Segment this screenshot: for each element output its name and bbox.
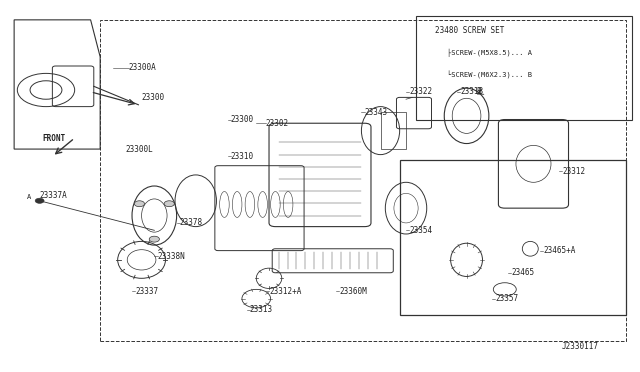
Text: 23360M: 23360M xyxy=(339,287,367,296)
Text: 23354: 23354 xyxy=(409,226,433,235)
Bar xyxy=(415,16,632,119)
Text: 23318: 23318 xyxy=(460,87,483,96)
Text: 23480 SCREW SET: 23480 SCREW SET xyxy=(435,26,504,35)
Text: 23313: 23313 xyxy=(250,305,273,314)
Circle shape xyxy=(149,236,159,242)
Text: FRONT: FRONT xyxy=(43,134,66,142)
Text: 23322: 23322 xyxy=(409,87,433,96)
Bar xyxy=(100,20,626,341)
Text: J2330117: J2330117 xyxy=(562,342,599,351)
Circle shape xyxy=(134,201,145,207)
Text: 23357: 23357 xyxy=(495,294,518,303)
Text: B: B xyxy=(476,87,481,96)
Text: 23300: 23300 xyxy=(231,115,254,124)
Text: 23302: 23302 xyxy=(266,119,289,128)
Bar xyxy=(381,112,406,149)
Text: 23337: 23337 xyxy=(135,287,158,296)
Text: 23378: 23378 xyxy=(180,218,203,227)
Text: 23465: 23465 xyxy=(511,268,534,277)
Text: 23343: 23343 xyxy=(365,108,388,117)
Text: 23300L: 23300L xyxy=(125,145,154,154)
Text: ├SCREW-(M5X8.5)... A: ├SCREW-(M5X8.5)... A xyxy=(447,49,532,57)
Text: 23300: 23300 xyxy=(141,93,164,102)
Bar xyxy=(399,160,626,315)
Text: 23465+A: 23465+A xyxy=(543,246,575,255)
Text: 23338N: 23338N xyxy=(157,251,185,261)
Text: └SCREW-(M6X2.3)... B: └SCREW-(M6X2.3)... B xyxy=(447,71,532,79)
Text: 23310: 23310 xyxy=(231,152,254,161)
Text: 23312: 23312 xyxy=(562,167,585,176)
Text: 23337A: 23337A xyxy=(40,191,67,200)
Text: 23300A: 23300A xyxy=(129,63,157,72)
Text: A: A xyxy=(27,194,31,200)
Circle shape xyxy=(35,198,44,203)
Circle shape xyxy=(164,201,174,207)
Text: 23312+A: 23312+A xyxy=(269,287,301,296)
